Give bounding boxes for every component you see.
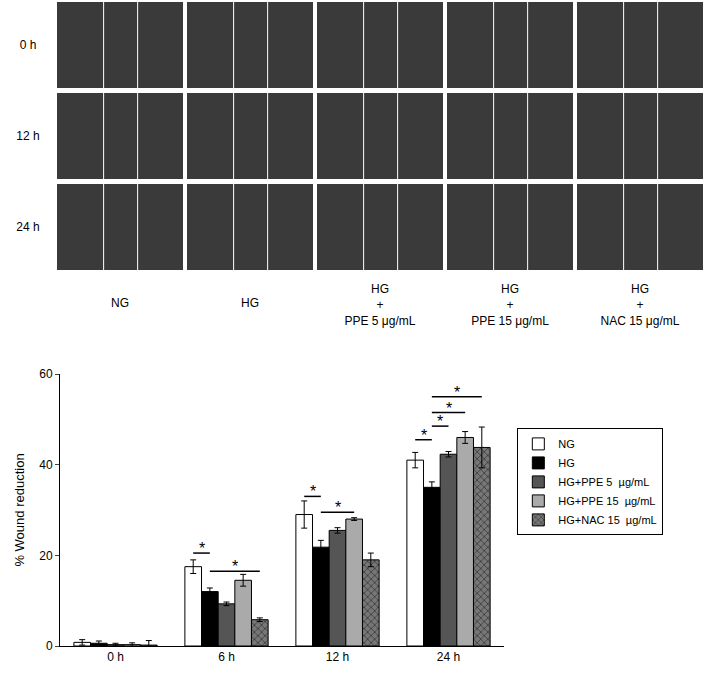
svg-text:*: * <box>446 400 452 417</box>
svg-text:0 h: 0 h <box>107 650 124 664</box>
svg-text:NG: NG <box>111 296 129 310</box>
svg-text:NAC 15 μg/mL: NAC 15 μg/mL <box>601 314 680 328</box>
svg-text:HG: HG <box>371 282 389 296</box>
svg-text:HG+PPE 15 µg/mL: HG+PPE 15 µg/mL <box>558 495 655 507</box>
svg-text:*: * <box>421 427 427 444</box>
svg-text:6 h: 6 h <box>218 650 235 664</box>
svg-text:+: + <box>376 298 383 312</box>
svg-text:40: 40 <box>39 458 53 472</box>
svg-text:*: * <box>199 540 205 557</box>
svg-text:HG: HG <box>501 282 519 296</box>
svg-text:24 h: 24 h <box>437 650 460 664</box>
svg-text:HG: HG <box>558 457 575 469</box>
svg-text:24 h: 24 h <box>16 220 39 234</box>
svg-text:HG: HG <box>241 296 259 310</box>
svg-text:% Wound reduction: % Wound reduction <box>12 453 27 566</box>
svg-text:20: 20 <box>39 549 53 563</box>
svg-text:HG+NAC 15 µg/mL: HG+NAC 15 µg/mL <box>558 514 656 526</box>
svg-text:*: * <box>310 483 316 500</box>
svg-text:0: 0 <box>46 639 53 653</box>
svg-text:HG+PPE 5 µg/mL: HG+PPE 5 µg/mL <box>558 476 649 488</box>
svg-text:+: + <box>506 298 513 312</box>
svg-text:NG: NG <box>558 438 575 450</box>
svg-text:PPE 15 μg/mL: PPE 15 μg/mL <box>471 314 549 328</box>
svg-text:0 h: 0 h <box>20 38 37 52</box>
svg-text:*: * <box>437 413 443 430</box>
svg-text:12 h: 12 h <box>16 129 39 143</box>
svg-text:PPE 5 μg/mL: PPE 5 μg/mL <box>345 314 416 328</box>
svg-text:HG: HG <box>631 282 649 296</box>
svg-text:*: * <box>454 384 460 401</box>
svg-text:12 h: 12 h <box>326 650 349 664</box>
svg-text:+: + <box>636 298 643 312</box>
svg-text:*: * <box>335 499 341 516</box>
svg-text:*: * <box>232 558 238 575</box>
svg-text:60: 60 <box>39 367 53 381</box>
